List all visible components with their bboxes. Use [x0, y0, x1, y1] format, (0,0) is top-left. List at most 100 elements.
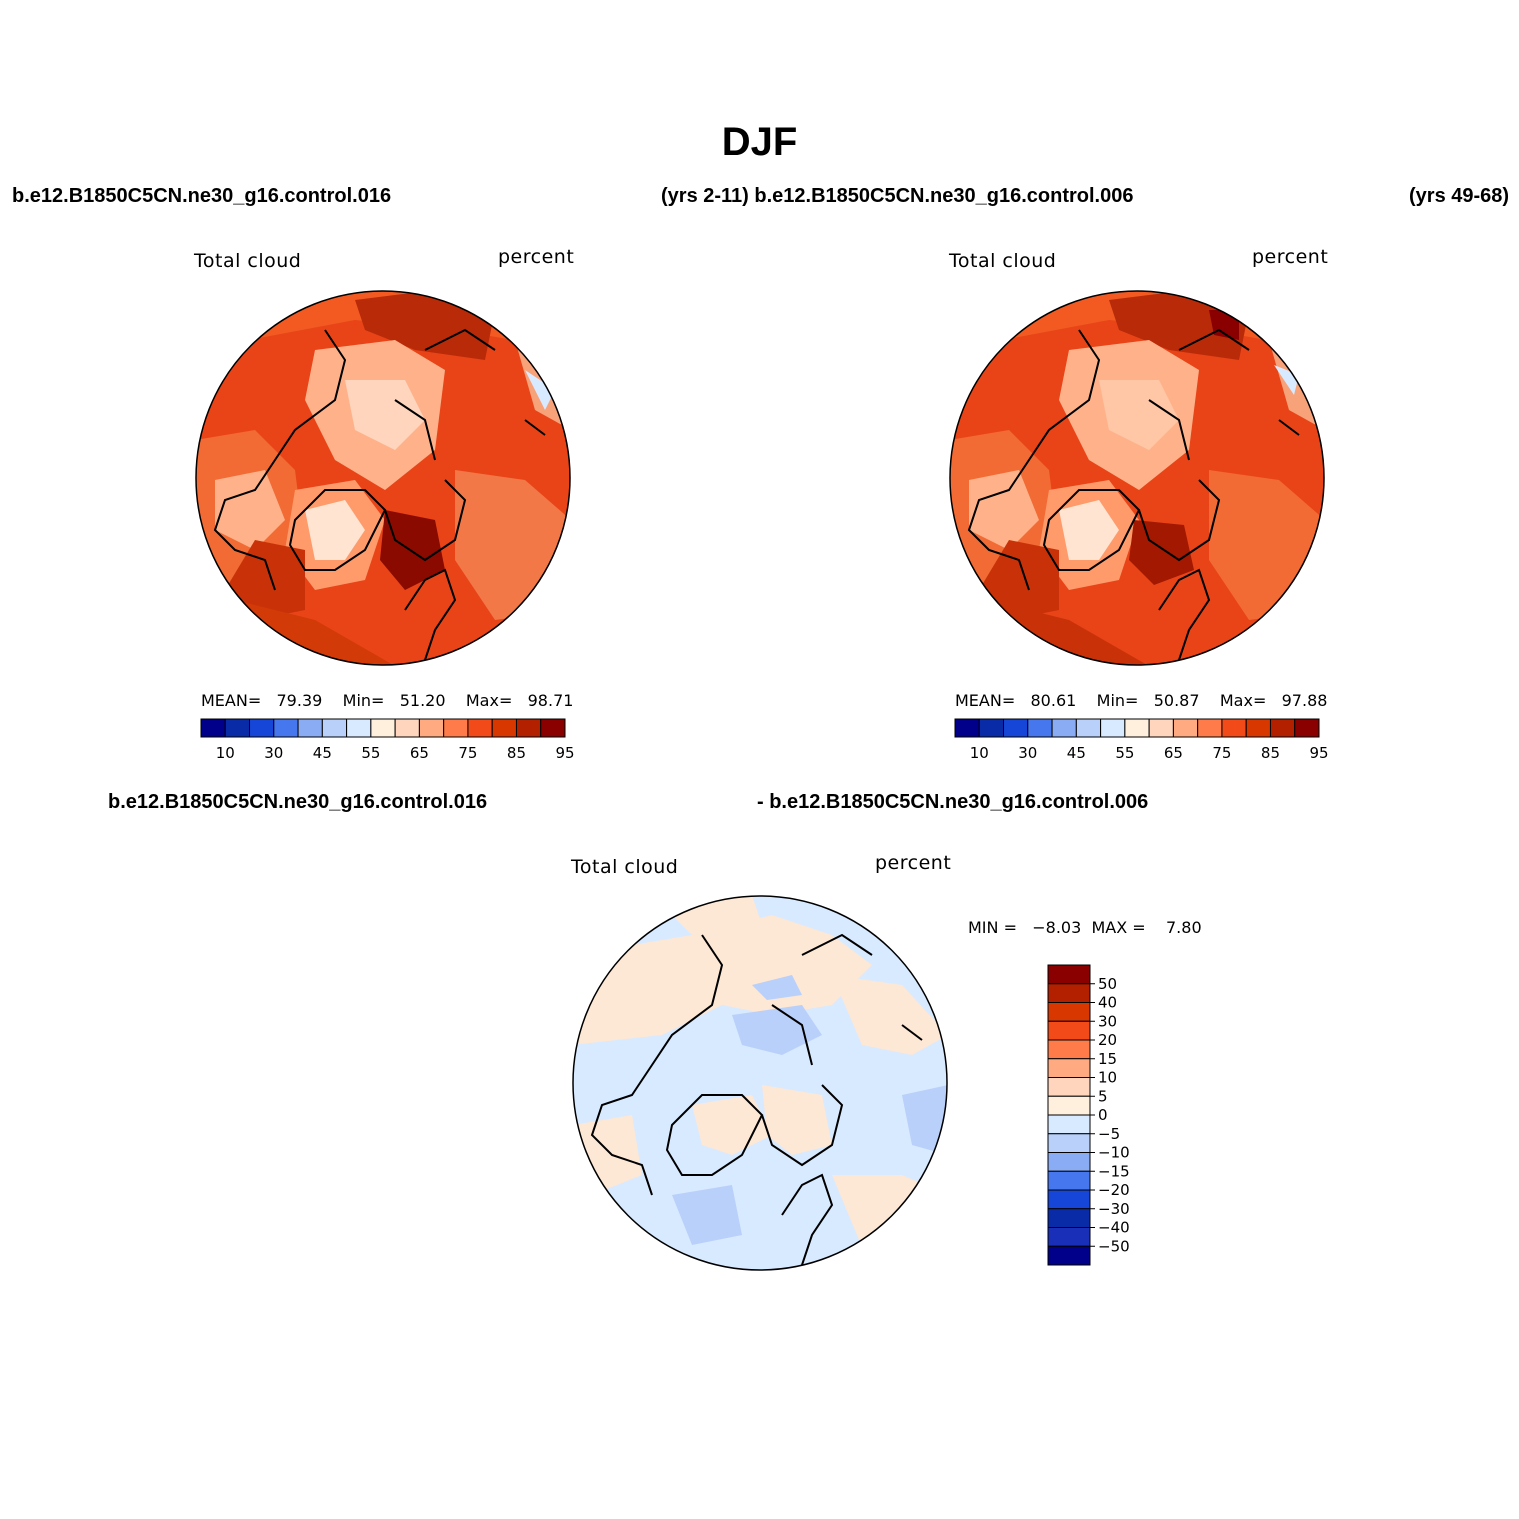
colorbar-case2-swatch [1003, 718, 1029, 738]
colorbar-difference-swatch [1047, 1245, 1091, 1266]
diff-variable: Total cloud [571, 856, 679, 878]
colorbar-case1-swatch [443, 718, 469, 738]
case1-name: b.e12.B1850C5CN.ne30_g16.control.016 [12, 185, 392, 207]
diff-case2-name: - b.e12.B1850C5CN.ne30_g16.control.006 [757, 791, 1149, 813]
colorbar-case1-swatch [467, 718, 493, 738]
panel2-max-label: Max= [1219, 691, 1267, 710]
colorbar-case2-tick-label: 10 [970, 744, 989, 762]
colorbar-case2-swatch [978, 718, 1005, 738]
colorbar-case2-tick-label: 65 [1164, 744, 1183, 762]
case2-years: (yrs 49-68) [1409, 185, 1510, 207]
colorbar-case1-swatch [394, 718, 420, 738]
colorbar-difference-tick-label: 0 [1098, 1106, 1108, 1124]
colorbar-difference-swatch [1047, 983, 1091, 1003]
colorbar-case1-tick-label: 55 [361, 744, 380, 762]
colorbar-difference-tick-label: 50 [1098, 975, 1117, 993]
colorbar-case1-tick-label: 45 [313, 744, 332, 762]
colorbar-case1-swatch [273, 718, 299, 738]
panel2-max: 97.88 [1281, 691, 1328, 710]
diff-case1-name: b.e12.B1850C5CN.ne30_g16.control.016 [108, 791, 488, 813]
colorbar-difference-tick-label: −50 [1098, 1237, 1130, 1255]
panel1-mean: 79.39 [276, 691, 323, 710]
colorbar-case2-swatch [1051, 718, 1077, 738]
colorbar-difference-swatch [1047, 1208, 1091, 1228]
panel1-max: 98.71 [527, 691, 574, 710]
polar-map-case2 [949, 290, 1325, 666]
colorbar-difference-tick-label: 5 [1098, 1087, 1108, 1105]
figure-title: DJF [721, 120, 798, 164]
panel1-variable: Total cloud [194, 250, 302, 272]
colorbar-case2-swatch [1197, 718, 1223, 738]
colorbar-difference-tick-label: −30 [1098, 1200, 1130, 1218]
colorbar-difference-swatch [1047, 1058, 1091, 1078]
panel2-min-label: Min= [1096, 691, 1139, 710]
colorbar-case1-swatch [540, 718, 566, 738]
colorbar-case2-tick-label: 85 [1261, 744, 1280, 762]
colorbar-case2-tick-label: 95 [1309, 744, 1328, 762]
colorbar-case1-tick-label: 65 [410, 744, 429, 762]
colorbar-difference-tick-label: 30 [1098, 1012, 1117, 1030]
colorbar-case1-swatch [370, 718, 396, 738]
colorbar-case2-swatch [1148, 718, 1174, 738]
colorbar-case1-tick-label: 30 [264, 744, 283, 762]
colorbar-difference-swatch [1047, 1227, 1091, 1247]
colorbar-case2-tick-label: 55 [1115, 744, 1134, 762]
colorbar-difference-swatch [1047, 1114, 1091, 1135]
colorbar-case2-swatch [1294, 718, 1320, 738]
panel2-units: percent [1252, 246, 1329, 268]
colorbar-difference-tick-label: −5 [1098, 1125, 1120, 1143]
colorbar-difference-swatch [1047, 1077, 1091, 1097]
colorbar-difference-tick-label: 20 [1098, 1031, 1117, 1049]
colorbar-difference-swatch [1047, 1020, 1091, 1041]
colorbar-difference-swatch [1047, 1152, 1091, 1172]
colorbar-case2-swatch [1269, 718, 1296, 738]
colorbar-case1-swatch [297, 718, 323, 738]
case1-years-case2-name: (yrs 2-11) b.e12.B1850C5CN.ne30_g16.cont… [661, 185, 1134, 207]
colorbar-case1-swatch [200, 718, 226, 738]
panel1-min: 51.20 [399, 691, 446, 710]
colorbar-case1-swatch [224, 718, 251, 738]
colorbar-case1-swatch [346, 718, 372, 738]
diff-minmax: MIN = −8.03 MAX = 7.80 [968, 918, 1202, 937]
colorbar-difference-swatch [1047, 964, 1091, 985]
colorbar-case2-swatch [1172, 718, 1199, 738]
colorbar-difference-tick-label: −10 [1098, 1144, 1130, 1162]
panel2-stats: MEAN= 80.61 Min= 50.87 Max= 97.88 [955, 691, 1327, 710]
colorbar-difference-tick-label: −20 [1098, 1181, 1130, 1199]
colorbar-case1-swatch [249, 718, 275, 738]
colorbar-case2-swatch [1124, 718, 1150, 738]
colorbar-difference-tick-label: −15 [1098, 1162, 1130, 1180]
colorbar-case2-tick-label: 75 [1212, 744, 1231, 762]
panel1-min-label: Min= [342, 691, 385, 710]
colorbar-case2-tick-label: 30 [1018, 744, 1037, 762]
colorbar-case2-swatch [1027, 718, 1053, 738]
colorbar-case1-tick-label: 75 [458, 744, 477, 762]
panel2-mean-label: MEAN= [955, 691, 1016, 710]
colorbar-case1-swatch [321, 718, 348, 738]
colorbar-case2-swatch [1221, 718, 1247, 738]
colorbar-case1-tick-label: 95 [555, 744, 574, 762]
colorbar-case2-tick-label: 45 [1067, 744, 1086, 762]
panel1-units: percent [498, 246, 575, 268]
colorbar-case1-swatch [515, 718, 542, 738]
colorbar-difference-tick-label: −40 [1098, 1219, 1130, 1237]
colorbar-case2: 10 30 45 55 65 75 85 95 [954, 718, 1329, 762]
polar-map-case1 [195, 290, 571, 666]
colorbar-case1-swatch [418, 718, 445, 738]
panel1-stats: MEAN= 79.39 Min= 51.20 Max= 98.71 [201, 691, 573, 710]
colorbar-case1: 10 30 45 55 65 75 85 95 [200, 718, 575, 762]
panel2-min: 50.87 [1153, 691, 1200, 710]
colorbar-difference-swatch [1047, 1039, 1091, 1060]
colorbar-difference-swatch [1047, 1002, 1091, 1022]
colorbar-case2-swatch [954, 718, 980, 738]
panel1-max-label: Max= [465, 691, 513, 710]
panel2-variable: Total cloud [949, 250, 1057, 272]
diff-units: percent [875, 852, 952, 874]
colorbar-case1-swatch [491, 718, 517, 738]
colorbar-difference-tick-label: 10 [1098, 1069, 1117, 1087]
colorbar-case1-tick-label: 85 [507, 744, 526, 762]
colorbar-case1-tick-label: 10 [216, 744, 235, 762]
colorbar-difference-tick-label: 15 [1098, 1050, 1117, 1068]
colorbar-case2-swatch [1100, 718, 1126, 738]
